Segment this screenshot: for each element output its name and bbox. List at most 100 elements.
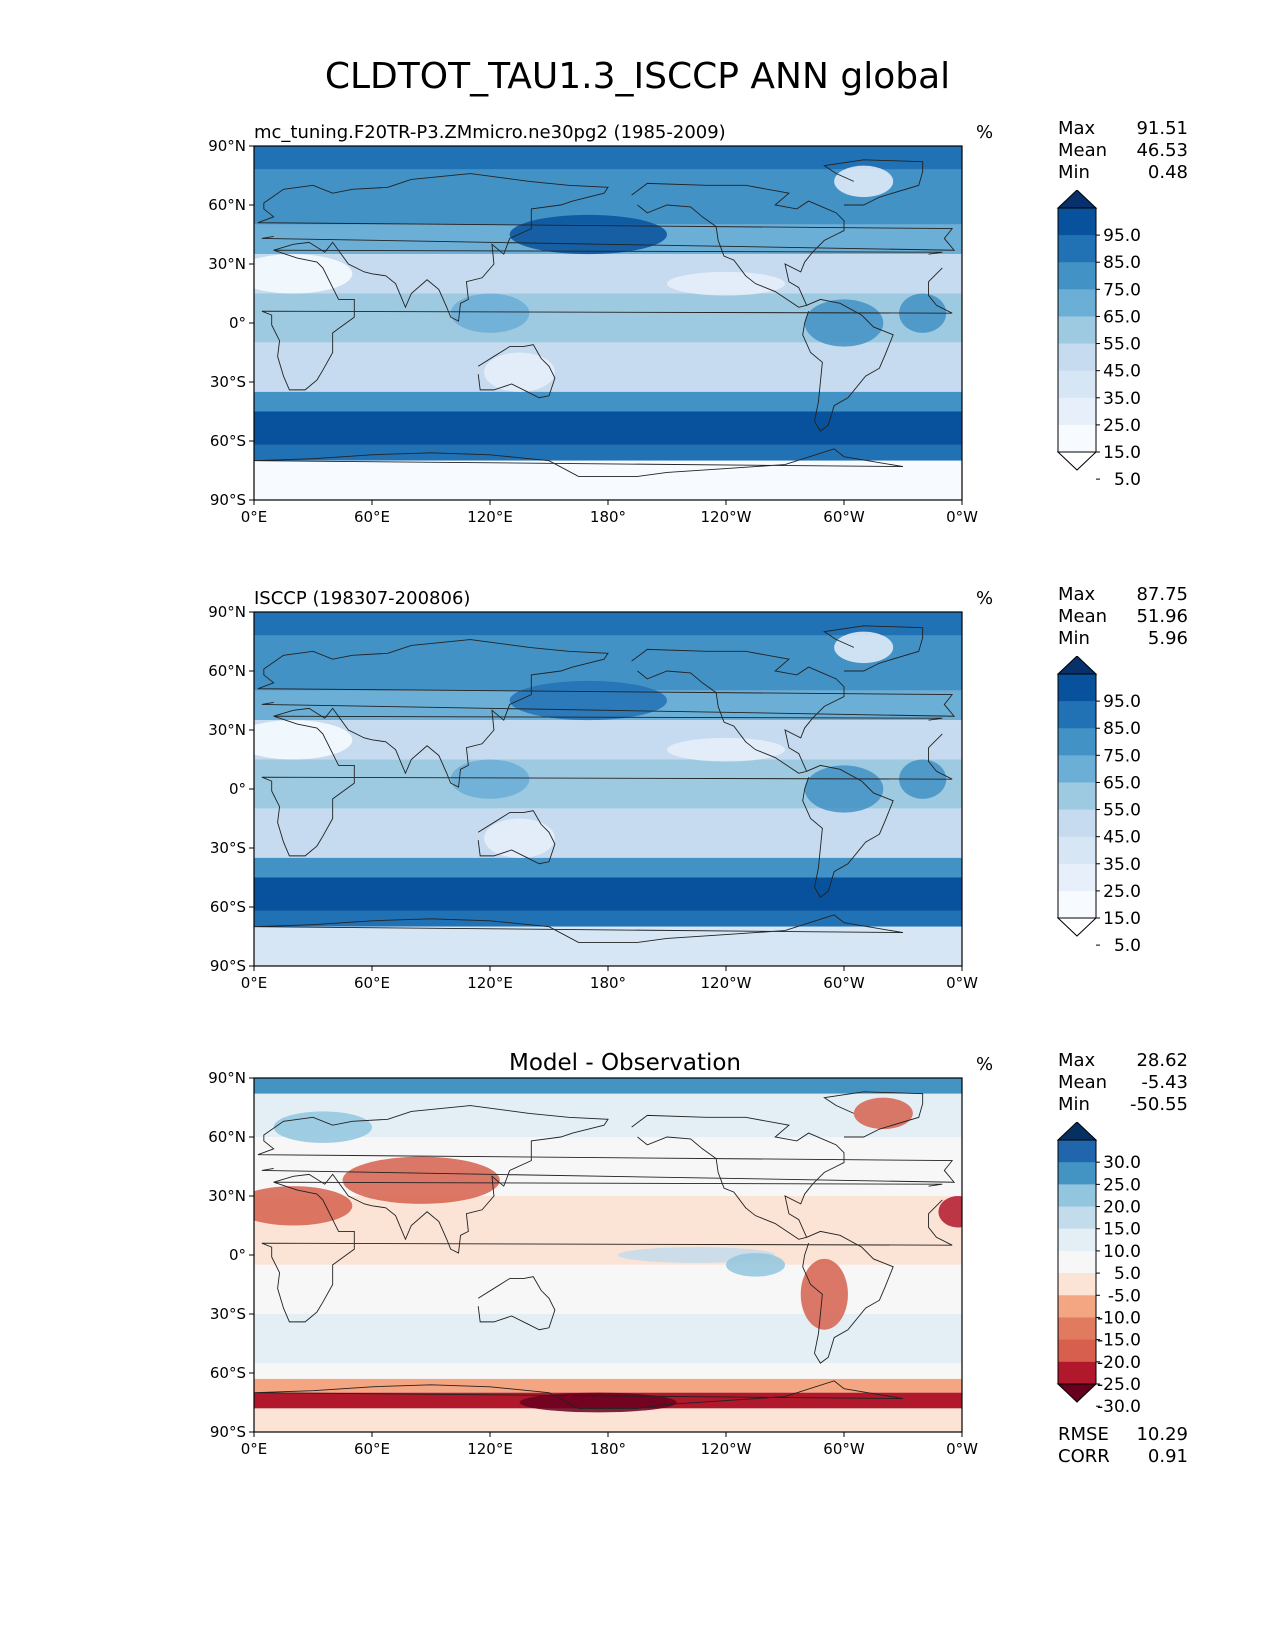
field-feature: [509, 214, 667, 255]
lat-tick-label: 60°N: [208, 196, 246, 214]
colorbar-segment: [1058, 1184, 1096, 1208]
field-band: [254, 910, 962, 927]
colorbar-segment: [1058, 1228, 1096, 1252]
field-feature: [853, 1097, 913, 1130]
field-feature: [800, 1258, 848, 1330]
lon-tick-label: 0°W: [946, 974, 978, 992]
stats-box: Max 28.62 Mean -5.43 Min -50.55: [1058, 1050, 1188, 1116]
colorbar-segment: [1058, 1361, 1096, 1385]
colorbar-label: 85.0: [1103, 253, 1141, 273]
field-feature: [450, 293, 530, 333]
colorbar-segment: [1058, 208, 1096, 236]
colorbar-label: 5.0: [1114, 936, 1141, 956]
stat-max: Max 91.51: [1058, 118, 1188, 139]
coastline-australia: [477, 810, 556, 865]
colorbar-extend-top: [1056, 1122, 1098, 1141]
coastline-antarctica: [254, 914, 904, 943]
field-band: [254, 926, 962, 966]
field-feature: [254, 1186, 353, 1226]
lat-tick-label: 30°S: [210, 1305, 246, 1323]
colorbar-label: -5.0: [1108, 1286, 1141, 1306]
field-feature: [509, 680, 667, 721]
field-band: [254, 444, 962, 461]
map-field: [254, 146, 962, 500]
field-band: [254, 1314, 962, 1364]
coastline-eurasia: [257, 639, 956, 788]
field-band: [254, 1078, 962, 1094]
lat-tick-label: 30°S: [210, 839, 246, 857]
lon-tick-label: 120°E: [467, 974, 513, 992]
field-band: [254, 254, 962, 294]
lat-tick-label: 60°N: [208, 662, 246, 680]
field-feature: [450, 759, 530, 799]
coastline-namerica: [631, 1114, 845, 1240]
colorbar-label: -10.0: [1097, 1308, 1141, 1328]
error-stats: RMSE 10.29 CORR 0.91: [1058, 1424, 1188, 1468]
colorbar-segment: [1058, 890, 1096, 919]
field-feature: [804, 765, 884, 813]
panel-model: mc_tuning.F20TR-P3.ZMmicro.ne30pg2 (1985…: [0, 118, 1275, 558]
field-feature: [834, 165, 894, 198]
panel-unit: %: [976, 122, 994, 143]
colorbar-label: 75.0: [1103, 280, 1141, 300]
lat-tick-label: 0°: [229, 1246, 246, 1264]
colorbar-label: 55.0: [1103, 801, 1141, 821]
lat-tick-label: 60°S: [210, 1364, 246, 1382]
colorbar-label: 75.0: [1103, 746, 1141, 766]
lon-tick-label: 60°W: [823, 974, 865, 992]
colorbar-segment: [1058, 728, 1096, 756]
field-band: [254, 1408, 962, 1432]
lon-tick-label: 60°E: [354, 1440, 390, 1458]
field-band: [254, 1093, 962, 1137]
lon-tick-label: 120°W: [701, 1440, 752, 1458]
coastline-eurasia: [257, 1105, 956, 1254]
colorbar-segment: [1058, 370, 1096, 399]
colorbar-label: 25.0: [1103, 1175, 1141, 1195]
colorbar-segment: [1058, 863, 1096, 892]
colorbar-segment: [1058, 1273, 1096, 1296]
coastline-africa: [261, 715, 953, 857]
coastline-antarctica: [254, 1380, 904, 1409]
colorbar-label: 85.0: [1103, 719, 1141, 739]
field-band: [254, 146, 962, 170]
stat-mean: Mean 46.53: [1058, 140, 1188, 161]
field-band: [254, 342, 962, 392]
panel-title: mc_tuning.F20TR-P3.ZMmicro.ne30pg2 (1985…: [254, 122, 726, 143]
coastline-greenland: [823, 159, 924, 206]
colorbar-label: 25.0: [1103, 882, 1141, 902]
colorbar: 95.0 85.0 75.0 65.0 55.0 45.0 35.0 25.0 15.0 5.0: [1056, 190, 1141, 490]
stat-mean: Mean 51.96: [1058, 606, 1188, 627]
colorbar-segment: [1058, 836, 1096, 865]
map-plot: 90°N 60°N 30°N 0° 30°S 60°S 90°S0°E 60°E 120°E 18…: [208, 137, 978, 526]
colorbar-segment: [1058, 755, 1096, 783]
panel-title: ISCCP (198307-200806): [254, 588, 471, 609]
colorbar-segment: [1058, 1295, 1096, 1318]
lat-tick-label: 30°N: [208, 721, 246, 739]
colorbar-segment: [1058, 235, 1096, 263]
lat-tick-label: 90°S: [210, 1423, 246, 1441]
field-feature: [484, 818, 555, 858]
colorbar-extend-bottom: [1056, 917, 1098, 937]
field-band: [254, 857, 962, 878]
coastline-greenland: [823, 1091, 924, 1138]
lon-tick-label: 180°: [590, 1440, 626, 1458]
field-feature: [938, 1196, 962, 1228]
colorbar-frame: [1057, 673, 1097, 919]
colorbar-segment: [1058, 1339, 1096, 1363]
figure-title: CLDTOT_TAU1.3_ISCCP ANN global: [324, 56, 951, 97]
colorbar-label: 20.0: [1103, 1198, 1141, 1218]
colorbar-frame: [1057, 1139, 1097, 1385]
colorbar-segment: [1058, 674, 1096, 702]
field-band: [254, 411, 962, 445]
lon-tick-label: 180°: [590, 508, 626, 526]
map-plot: 90°N 60°N 30°N 0° 30°S 60°S 90°S0°E 60°E 120°E 18…: [208, 603, 978, 992]
stat-min: Min 5.96: [1058, 628, 1188, 649]
stat-min: Min 0.48: [1058, 162, 1188, 183]
coastline-antarctica: [254, 448, 904, 477]
colorbar-segment: [1058, 262, 1096, 290]
lon-tick-label: 0°W: [946, 508, 978, 526]
field-feature: [667, 271, 785, 296]
lat-tick-label: 0°: [229, 780, 246, 798]
lon-tick-label: 0°E: [241, 1440, 268, 1458]
field-band: [254, 1378, 962, 1393]
